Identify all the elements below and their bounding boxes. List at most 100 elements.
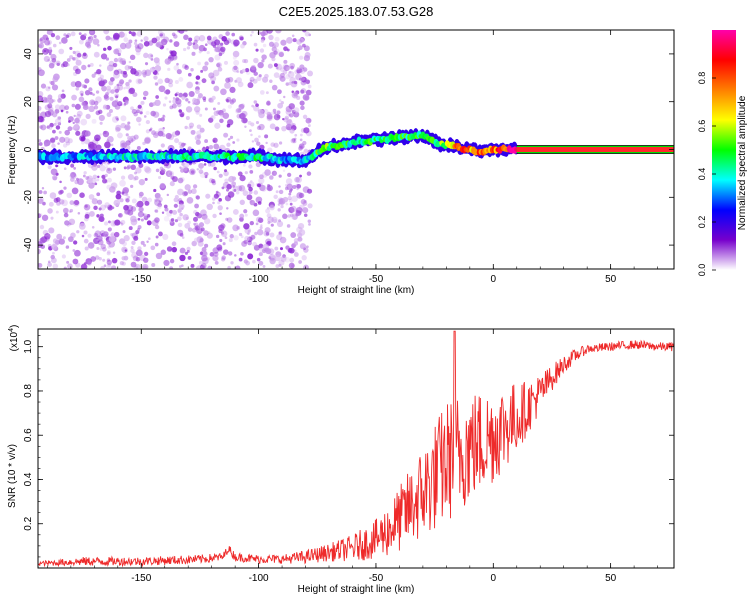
noise-speck	[300, 88, 307, 94]
noise-speck	[78, 96, 85, 103]
noise-speck	[288, 119, 292, 123]
noise-speck	[47, 244, 52, 248]
noise-speck	[286, 48, 290, 52]
noise-speck	[302, 114, 308, 120]
noise-speck	[89, 211, 95, 217]
noise-speck	[203, 163, 207, 166]
noise-speck	[243, 239, 248, 244]
noise-speck	[119, 260, 125, 266]
noise-speck	[176, 199, 182, 205]
noise-speck	[109, 37, 112, 40]
noise-speck	[281, 125, 287, 132]
noise-speck	[236, 70, 240, 73]
noise-speck	[43, 55, 51, 63]
noise-speck	[39, 37, 46, 44]
noise-speck	[119, 238, 126, 245]
noise-speck	[212, 201, 215, 205]
noise-speck	[124, 64, 131, 71]
noise-speck	[55, 210, 59, 214]
noise-speck	[96, 164, 101, 169]
noise-speck	[303, 264, 309, 269]
noise-speck	[163, 259, 170, 267]
noise-speck	[204, 175, 208, 179]
noise-speck	[298, 192, 305, 199]
noise-speck	[292, 123, 296, 127]
noise-speck	[197, 96, 201, 100]
noise-speck	[83, 171, 87, 175]
noise-speck	[96, 178, 100, 182]
noise-speck	[89, 30, 94, 34]
noise-speck	[217, 101, 221, 105]
noise-speck	[231, 32, 236, 37]
noise-speck	[214, 54, 221, 61]
noise-speck	[221, 186, 225, 190]
noise-speck	[87, 177, 93, 184]
noise-speck	[243, 58, 249, 64]
noise-speck	[104, 141, 111, 149]
noise-speck	[118, 81, 124, 87]
noise-speck	[118, 31, 125, 38]
noise-speck	[134, 175, 139, 181]
noise-speck	[163, 215, 170, 222]
noise-speck	[122, 103, 126, 107]
noise-speck	[89, 91, 93, 95]
noise-speck	[167, 67, 171, 71]
noise-speck	[127, 121, 131, 125]
noise-speck	[138, 123, 141, 126]
noise-speck	[257, 61, 264, 69]
noise-speck	[99, 74, 105, 79]
noise-speck	[268, 41, 275, 47]
noise-speck	[123, 235, 130, 242]
noise-speck	[49, 137, 56, 144]
noise-speck	[106, 112, 112, 118]
noise-speck	[165, 132, 172, 140]
noise-speck	[115, 95, 119, 99]
noise-speck	[121, 60, 127, 66]
noise-speck	[125, 198, 130, 203]
noise-speck	[266, 185, 273, 192]
noise-speck	[135, 116, 142, 123]
noise-speck	[69, 208, 74, 213]
noise-speck	[208, 144, 214, 150]
noise-speck	[75, 130, 81, 136]
noise-speck	[278, 231, 283, 236]
noise-speck	[296, 39, 302, 45]
noise-speck	[113, 69, 120, 76]
noise-speck	[49, 122, 54, 128]
noise-speck	[63, 167, 67, 171]
noise-speck	[250, 64, 256, 71]
noise-speck	[78, 32, 82, 36]
noise-speck	[91, 73, 96, 78]
noise-speck	[258, 217, 262, 221]
noise-speck	[93, 34, 97, 39]
noise-speck	[259, 48, 265, 53]
noise-speck	[159, 33, 163, 37]
noise-speck	[193, 209, 198, 215]
noise-speck	[278, 75, 283, 80]
noise-speck	[87, 261, 92, 266]
noise-speck	[69, 55, 74, 60]
noise-speck	[133, 41, 138, 46]
noise-speck	[233, 235, 239, 241]
noise-speck	[268, 34, 274, 41]
noise-speck	[47, 208, 53, 214]
noise-speck	[252, 78, 258, 84]
noise-speck	[269, 175, 274, 180]
noise-speck	[131, 198, 137, 204]
noise-speck	[163, 204, 168, 209]
noise-speck	[266, 115, 273, 122]
noise-speck	[123, 86, 126, 90]
noise-speck	[222, 108, 226, 113]
noise-speck	[177, 197, 183, 203]
noise-speck	[249, 129, 252, 132]
noise-speck	[137, 225, 142, 230]
noise-speck	[191, 51, 196, 56]
noise-speck	[275, 30, 282, 34]
noise-speck	[120, 221, 123, 225]
noise-speck	[66, 260, 70, 264]
noise-speck	[304, 31, 310, 37]
noise-speck	[299, 138, 303, 142]
noise-speck	[193, 222, 196, 226]
noise-speck	[68, 120, 71, 123]
noise-speck	[38, 42, 44, 49]
